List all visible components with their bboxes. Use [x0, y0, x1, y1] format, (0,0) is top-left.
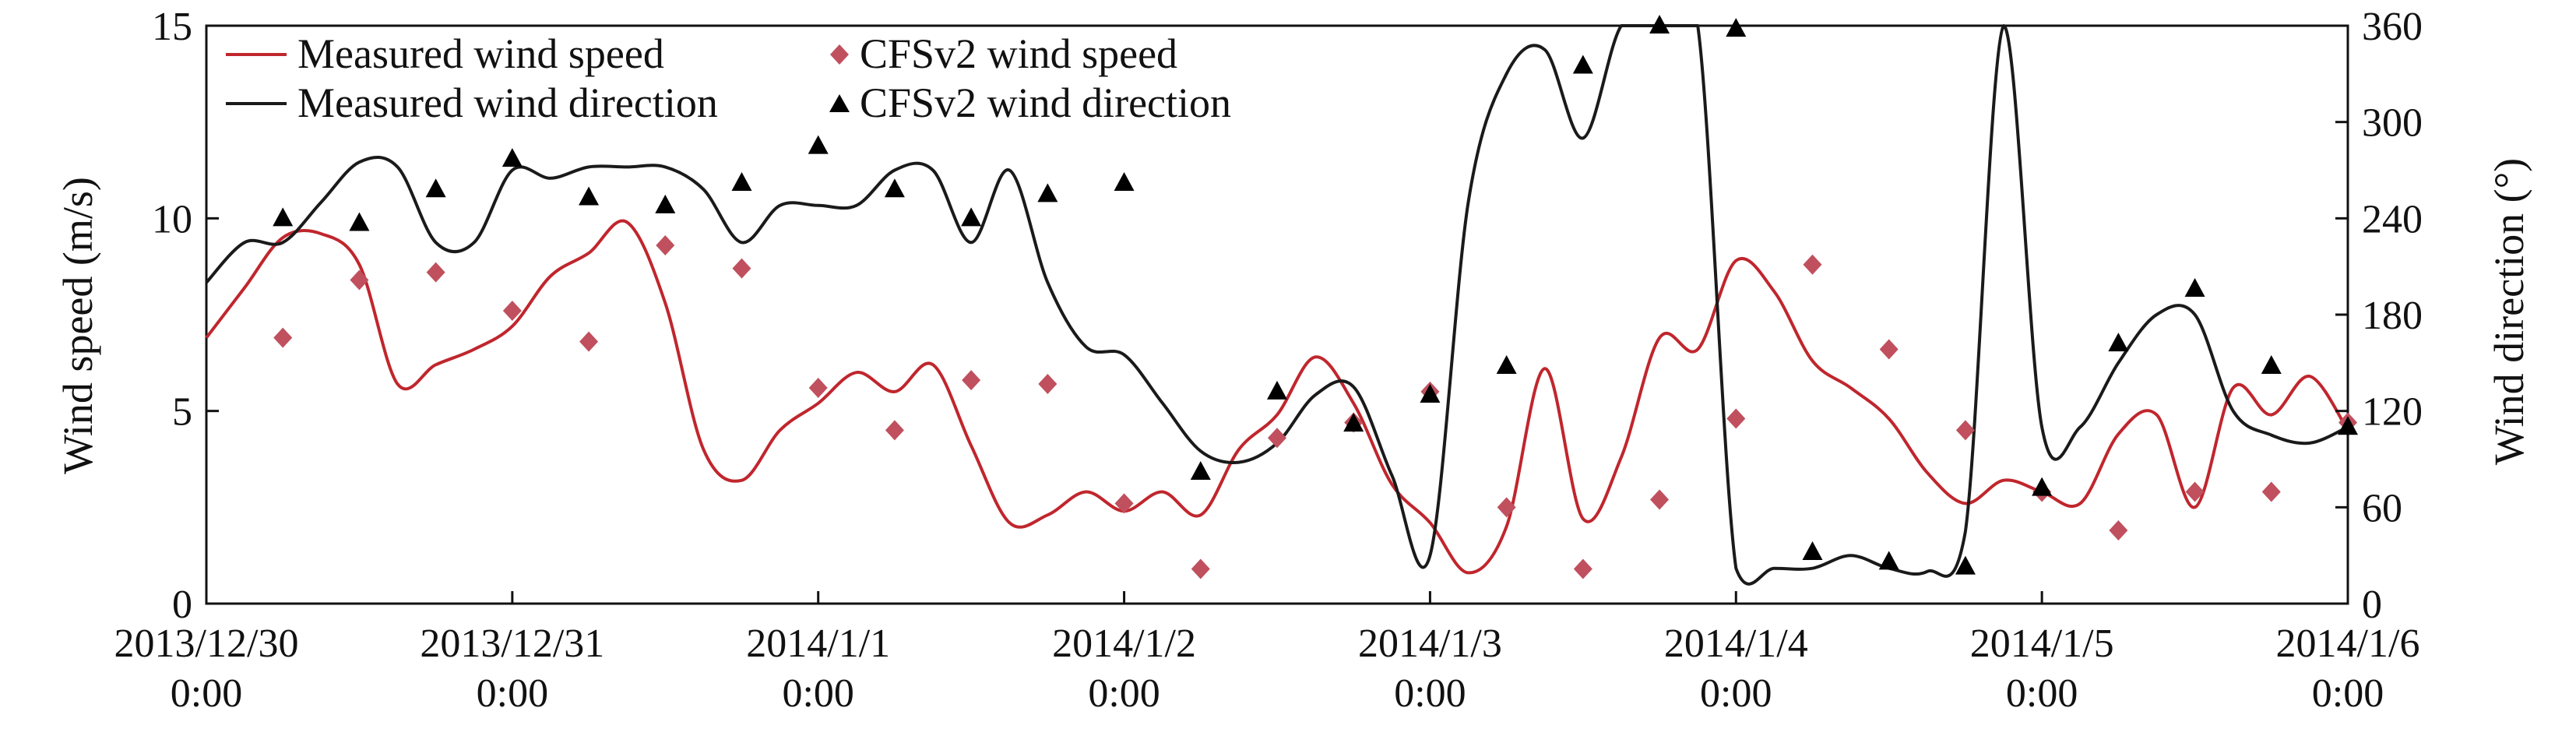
- x-tick-label-time: 0:00: [477, 671, 548, 716]
- cfs-direction-marker: [961, 207, 982, 227]
- cfs-direction-marker: [1955, 555, 1976, 575]
- cfs-direction-marker: [2184, 278, 2205, 298]
- cfs-direction-marker: [1114, 171, 1135, 191]
- x-tick-label: 2013/12/30: [114, 622, 299, 666]
- x-tick-label: 2014/1/2: [1052, 622, 1196, 666]
- cfs-speed-marker: [808, 377, 828, 398]
- y-left-tick-label: 10: [152, 197, 192, 241]
- legend: Measured wind speed CFSv2 wind speed Mea…: [226, 30, 1231, 126]
- cfs-direction-marker: [2338, 416, 2358, 435]
- cfs-speed-marker: [2185, 481, 2205, 502]
- x-tick-label-time: 0:00: [2312, 671, 2384, 716]
- cfs-direction-marker: [1572, 55, 1593, 74]
- cfs-direction-marker: [2108, 333, 2129, 352]
- cfs-direction-marker: [1267, 380, 1287, 400]
- x-tick-label-time: 0:00: [1088, 671, 1160, 716]
- cfs-direction-marker: [2032, 477, 2053, 496]
- cfs-direction-marker: [349, 212, 370, 231]
- series-line-measured-direction: [205, 24, 2349, 586]
- series-layer: [205, 15, 2358, 586]
- cfs-speed-marker: [350, 269, 369, 291]
- y-right-tick-label: 60: [2362, 486, 2402, 530]
- cfs-speed-marker: [732, 258, 751, 279]
- cfs-speed-marker: [885, 420, 904, 441]
- legend-swatch-cfs-speed: [830, 44, 849, 65]
- cfs-speed-marker: [1268, 428, 1286, 449]
- cfs-direction-marker: [273, 207, 294, 227]
- cfs-speed-marker: [1879, 339, 1899, 360]
- cfs-speed-marker: [1114, 493, 1134, 514]
- legend-label-measured-direction: Measured wind direction: [297, 79, 718, 126]
- cfs-speed-marker: [579, 331, 599, 352]
- cfs-speed-marker: [656, 234, 675, 255]
- x-tick-label-time: 0:00: [1700, 671, 1772, 716]
- y-left-tick-label: 15: [152, 5, 192, 49]
- series-line-measured-speed: [205, 219, 2349, 575]
- y-left-tick-label: 0: [172, 583, 192, 627]
- x-tick-label: 2014/1/4: [1664, 622, 1808, 666]
- y-right-tick-label: 360: [2362, 5, 2423, 49]
- cfs-speed-marker: [502, 301, 522, 322]
- cfs-direction-marker: [1343, 413, 1364, 432]
- cfs-speed-marker: [1573, 558, 1592, 579]
- cfs-speed-marker: [1803, 254, 1822, 275]
- x-tick-label: 2014/1/5: [1970, 622, 2114, 666]
- cfs-direction-marker: [425, 178, 446, 198]
- legend-swatch-cfs-direction: [829, 94, 850, 112]
- x-tick-label-time: 0:00: [782, 671, 853, 716]
- x-tick-label-time: 0:00: [2006, 671, 2078, 716]
- y-axis-right-title: Wind direction (°): [2486, 158, 2532, 465]
- x-tick-label: 2014/1/1: [746, 622, 890, 666]
- y-right-tick-label: 300: [2362, 101, 2423, 146]
- cfs-speed-marker: [426, 262, 445, 283]
- cfs-direction-marker: [808, 135, 829, 154]
- cfs-direction-marker: [1878, 551, 1899, 570]
- x-tick-label-time: 0:00: [1394, 671, 1466, 716]
- x-tick-label: 2014/1/3: [1358, 622, 1502, 666]
- y-right-tick-label: 0: [2362, 583, 2382, 627]
- legend-label-measured-speed: Measured wind speed: [297, 30, 664, 77]
- cfs-speed-marker: [1191, 558, 1210, 579]
- cfs-direction-marker: [1496, 354, 1517, 374]
- x-tick-label: 2014/1/6: [2276, 622, 2420, 666]
- cfs-direction-marker: [501, 148, 523, 167]
- cfs-direction-marker: [655, 194, 676, 213]
- y-right-tick-label: 240: [2362, 197, 2423, 241]
- cfs-speed-marker: [1726, 408, 1746, 429]
- cfs-speed-marker: [1497, 497, 1516, 518]
- cfs-speed-marker: [2109, 520, 2128, 541]
- y-right-tick-label: 120: [2362, 390, 2423, 435]
- legend-label-cfs-direction: CFSv2 wind direction: [860, 79, 1231, 126]
- cfs-speed-marker: [1038, 374, 1057, 395]
- x-tick-label: 2013/12/31: [420, 622, 604, 666]
- cfs-direction-marker: [2261, 354, 2282, 374]
- cfs-direction-marker: [1802, 541, 1823, 561]
- cfs-direction-marker: [731, 171, 752, 191]
- cfs-direction-marker: [884, 178, 905, 198]
- legend-label-cfs-speed: CFSv2 wind speed: [860, 30, 1177, 77]
- cfs-speed-marker: [962, 370, 981, 391]
- y-axis-left-title: Wind speed (m/s): [55, 177, 101, 474]
- y-right-tick-label: 180: [2362, 294, 2423, 338]
- y-left-tick-label: 5: [172, 390, 192, 435]
- cfs-direction-marker: [1420, 384, 1441, 403]
- cfs-speed-marker: [273, 327, 293, 348]
- cfs-direction-marker: [1037, 183, 1058, 202]
- cfs-speed-marker: [1650, 489, 1670, 510]
- cfs-direction-marker: [579, 186, 600, 206]
- x-tick-label-time: 0:00: [171, 671, 242, 716]
- cfs-speed-marker: [2261, 481, 2281, 502]
- axes-layer: 0 5 10 15 0 60 120 180 240 300 360 2013/12/30 0:00 20…: [114, 5, 2423, 716]
- cfs-direction-marker: [1726, 18, 1747, 37]
- cfs-direction-marker: [1190, 460, 1211, 480]
- cfs-direction-marker: [1649, 15, 1670, 33]
- cfs-speed-marker: [1955, 420, 1975, 441]
